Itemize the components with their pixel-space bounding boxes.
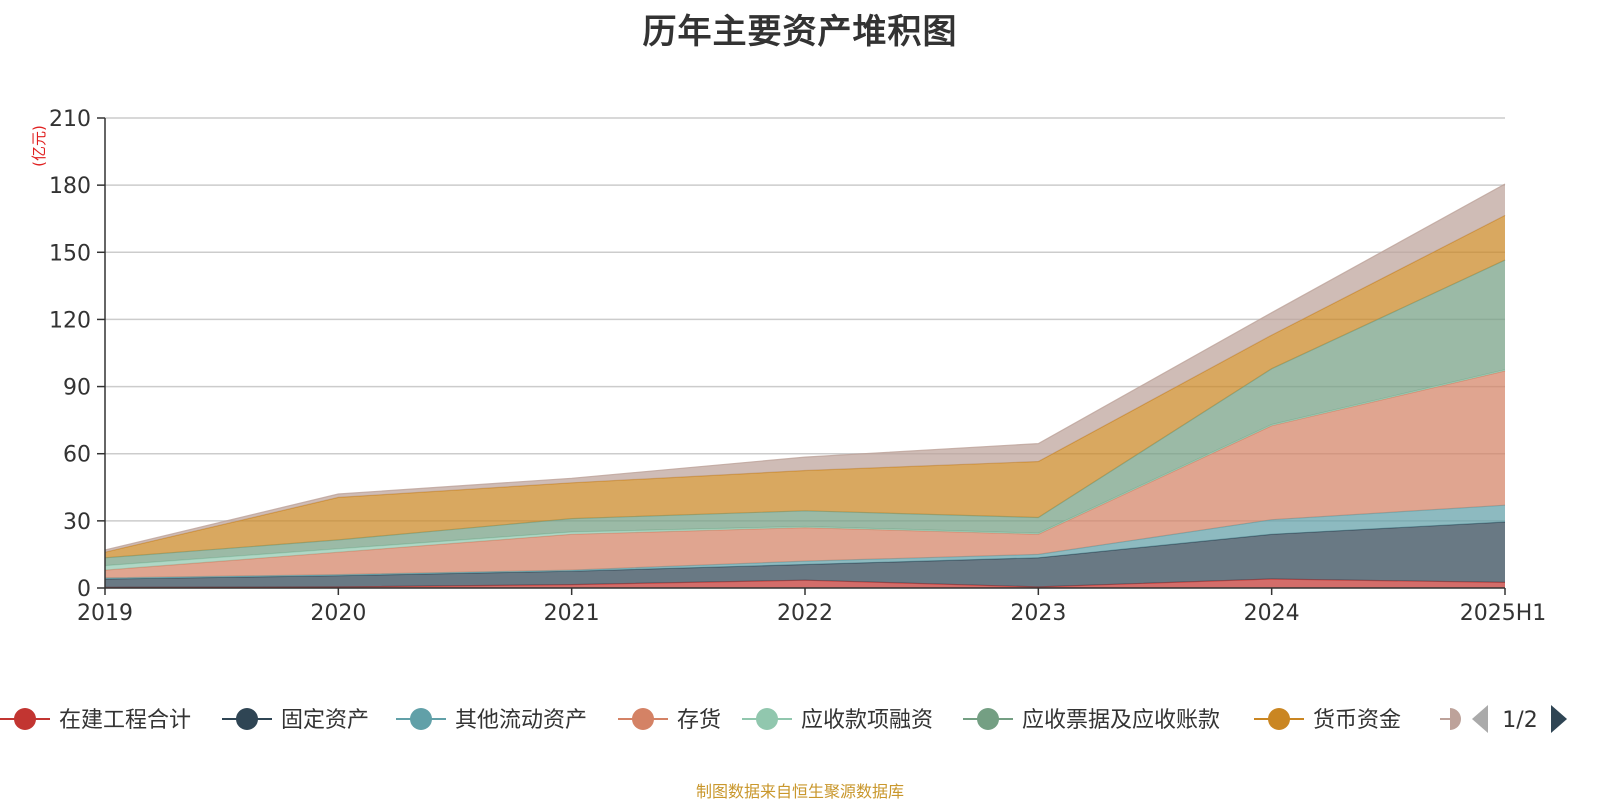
legend-item-6[interactable]: 货币资金 xyxy=(1254,708,1401,733)
legend-item-2[interactable]: 其他流动资产 xyxy=(396,708,587,733)
area-series-6[interactable] xyxy=(105,215,1505,558)
area-series-5[interactable] xyxy=(105,260,1505,566)
legend-item-3[interactable]: 存货 xyxy=(618,708,721,733)
legend-label: 在建工程合计 xyxy=(59,708,191,733)
x-tick-label: 2019 xyxy=(77,601,133,626)
legend-marker xyxy=(410,708,432,730)
area-series-1[interactable] xyxy=(105,522,1505,588)
legend-label: 存货 xyxy=(677,708,721,733)
legend-label: 其他流动资产 xyxy=(455,708,587,733)
y-tick-label: 210 xyxy=(49,107,91,132)
y-tick-label: 60 xyxy=(63,443,91,468)
area-series-3[interactable] xyxy=(105,370,1505,578)
area-series-line-7 xyxy=(104,183,1506,551)
x-tick-label: 2024 xyxy=(1244,601,1300,626)
legend-page-indicator: 1/2 xyxy=(1502,708,1537,733)
legend-item-1[interactable]: 固定资产 xyxy=(222,708,369,733)
x-tick-label: 2022 xyxy=(777,601,833,626)
area-series-2[interactable] xyxy=(105,505,1505,579)
x-tick-label: 2023 xyxy=(1010,601,1066,626)
legend-marker xyxy=(236,708,258,730)
legend-marker xyxy=(14,708,36,730)
x-tick-label: 2021 xyxy=(544,601,600,626)
y-tick-label: 0 xyxy=(77,577,91,602)
legend-next-page-icon[interactable] xyxy=(1551,705,1567,733)
legend-marker xyxy=(756,708,778,730)
legend-marker xyxy=(1450,708,1461,730)
legend-item-7[interactable] xyxy=(1440,708,1461,730)
legend-marker xyxy=(632,708,654,730)
legend-item-5[interactable]: 应收票据及应收账款 xyxy=(963,708,1220,733)
y-tick-label: 180 xyxy=(49,174,91,199)
legend-marker xyxy=(977,708,999,730)
x-tick-label: 2020 xyxy=(310,601,366,626)
source-note: 制图数据来自恒生聚源数据库 xyxy=(695,782,904,801)
area-series-group xyxy=(104,183,1506,588)
y-tick-label: 30 xyxy=(63,510,91,535)
chart-title: 历年主要资产堆积图 xyxy=(642,12,958,52)
y-axis-unit-label: (亿元) xyxy=(30,125,48,167)
legend: 在建工程合计 固定资产 其他流动资产 存货 应收款项融资 应收票据及应收账款 货币资金 1/2 xyxy=(0,705,1567,733)
legend-marker xyxy=(1268,708,1290,730)
legend-prev-page-icon[interactable] xyxy=(1472,705,1488,733)
y-tick-label: 120 xyxy=(49,308,91,333)
legend-item-4[interactable]: 应收款项融资 xyxy=(742,708,933,733)
legend-item-0[interactable]: 在建工程合计 xyxy=(0,708,191,733)
x-tick-label: 2025H1 xyxy=(1460,601,1547,626)
axes: 0 30 60 90 120 150 180 210 2019 2020 2021 2022 2023 2… xyxy=(49,107,1546,626)
legend-label: 应收票据及应收账款 xyxy=(1022,708,1220,733)
legend-label: 应收款项融资 xyxy=(801,708,933,733)
y-tick-label: 150 xyxy=(49,241,91,266)
y-tick-label: 90 xyxy=(63,376,91,401)
legend-label: 固定资产 xyxy=(281,708,369,733)
legend-label: 货币资金 xyxy=(1313,708,1401,733)
